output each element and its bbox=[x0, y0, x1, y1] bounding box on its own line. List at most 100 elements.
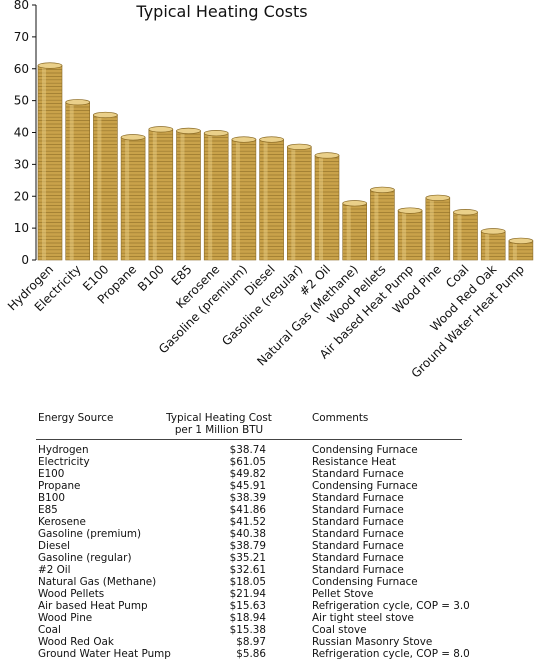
coin-stack bbox=[93, 111, 118, 261]
cell-energy-source: Natural Gas (Methane) bbox=[38, 576, 157, 588]
x-category-label: B100 bbox=[135, 262, 167, 294]
table-row: Air based Heat Pump $15.63 Refrigeration c… bbox=[36, 600, 470, 612]
cell-comment: Standard Furnace bbox=[312, 552, 404, 564]
cell-heating-cost: $35.21 bbox=[229, 552, 266, 564]
y-tick-label: 20 bbox=[14, 189, 29, 203]
coin-stack bbox=[397, 207, 423, 261]
heating-cost-table: Energy Source Typical Heating Cost per 1… bbox=[36, 410, 470, 660]
y-tick-label: 70 bbox=[14, 30, 29, 44]
cell-comment: Standard Furnace bbox=[312, 468, 404, 480]
y-tick-label: 80 bbox=[14, 0, 29, 12]
table-row: Gasoline (regular) $35.21 Standard Furnace bbox=[36, 552, 466, 564]
cell-heating-cost: $49.82 bbox=[229, 468, 266, 480]
coin-stack bbox=[453, 209, 478, 261]
coin-stack bbox=[480, 228, 506, 261]
table-row: Coal $15.38 Coal stove bbox=[36, 624, 466, 636]
coin-stack bbox=[286, 143, 312, 261]
table-row: E85 $41.86 Standard Furnace bbox=[36, 504, 466, 516]
header-typical-cost: Typical Heating Cost per 1 Million BTU bbox=[160, 412, 278, 436]
cell-energy-source: Coal bbox=[38, 624, 61, 636]
cell-heating-cost: $38.79 bbox=[229, 540, 266, 552]
cell-comment: Standard Furnace bbox=[312, 516, 404, 528]
coin-stack bbox=[120, 134, 146, 261]
cell-comment: Condensing Furnace bbox=[312, 480, 418, 492]
cell-heating-cost: $38.39 bbox=[229, 492, 266, 504]
cell-energy-source: Diesel bbox=[38, 540, 70, 552]
cell-heating-cost: $45.91 bbox=[229, 480, 266, 492]
table-row: #2 Oil $32.61 Standard Furnace bbox=[36, 564, 466, 576]
cell-energy-source: E100 bbox=[38, 468, 65, 480]
header-cost-line1: Typical Heating Cost bbox=[166, 412, 272, 424]
cell-energy-source: Wood Pellets bbox=[38, 588, 105, 600]
table-row: B100 $38.39 Standard Furnace bbox=[36, 492, 466, 504]
coin-stack bbox=[203, 129, 229, 261]
header-energy-source: Energy Source bbox=[38, 412, 114, 424]
y-tick-label: 60 bbox=[14, 62, 29, 76]
cell-heating-cost: $41.86 bbox=[229, 504, 266, 516]
cell-comment: Russian Masonry Stove bbox=[312, 636, 433, 648]
cell-comment: Refrigeration cycle, COP = 8.0 bbox=[312, 648, 470, 660]
cell-heating-cost: $8.97 bbox=[236, 636, 266, 648]
table-row: E100 $49.82 Standard Furnace bbox=[36, 468, 466, 480]
table-row: Gasoline (premium) $40.38 Standard Furnace bbox=[36, 528, 466, 540]
cell-energy-source: Wood Pine bbox=[38, 612, 93, 624]
table-row: Wood Pellets $21.94 Pellet Stove bbox=[36, 588, 466, 600]
cell-comment: Standard Furnace bbox=[312, 492, 404, 504]
coin-stack bbox=[259, 136, 284, 261]
cell-heating-cost: $21.94 bbox=[229, 588, 266, 600]
cell-heating-cost: $38.74 bbox=[229, 444, 266, 456]
header-divider bbox=[36, 439, 462, 440]
coin-stack bbox=[37, 62, 63, 261]
cell-heating-cost: $41.52 bbox=[229, 516, 266, 528]
cell-heating-cost: $61.05 bbox=[229, 456, 266, 468]
cell-comment: Standard Furnace bbox=[312, 564, 404, 576]
chart-title: Typical Heating Costs bbox=[135, 2, 307, 21]
cell-heating-cost: $18.94 bbox=[229, 612, 266, 624]
coin-stack bbox=[314, 152, 340, 261]
cell-energy-source: Gasoline (regular) bbox=[38, 552, 132, 564]
cell-energy-source: Propane bbox=[38, 480, 81, 492]
table-row: Diesel $38.79 Standard Furnace bbox=[36, 540, 466, 552]
header-comments: Comments bbox=[312, 412, 369, 424]
cell-comment: Standard Furnace bbox=[312, 504, 404, 516]
coin-stack bbox=[65, 99, 91, 261]
table-row: Wood Red Oak $8.97 Russian Masonry Stove bbox=[36, 636, 466, 648]
y-tick-label: 40 bbox=[14, 126, 29, 140]
cell-comment: Coal stove bbox=[312, 624, 367, 636]
table-header: Energy Source Typical Heating Cost per 1… bbox=[36, 410, 466, 437]
cell-comment: Refrigeration cycle, COP = 3.0 bbox=[312, 600, 470, 612]
coin-stack bbox=[342, 200, 368, 261]
cell-energy-source: Kerosene bbox=[38, 516, 86, 528]
cell-comment: Pellet Stove bbox=[312, 588, 374, 600]
table-row: Electricity $61.05 Resistance Heat bbox=[36, 456, 466, 468]
table-row: Kerosene $41.52 Standard Furnace bbox=[36, 516, 466, 528]
y-tick-label: 0 bbox=[21, 253, 29, 267]
cell-heating-cost: $40.38 bbox=[229, 528, 266, 540]
cell-heating-cost: $32.61 bbox=[229, 564, 266, 576]
cell-energy-source: E85 bbox=[38, 504, 58, 516]
heating-cost-chart: Typical Heating Costs 01020304050607080 … bbox=[5, 0, 534, 381]
cell-energy-source: Electricity bbox=[38, 456, 90, 468]
coin-stack bbox=[508, 237, 534, 261]
table-row: Propane $45.91 Condensing Furnace bbox=[36, 480, 466, 492]
cell-heating-cost: $18.05 bbox=[229, 576, 266, 588]
coin-stack bbox=[231, 136, 257, 261]
cell-comment: Standard Furnace bbox=[312, 540, 404, 552]
cell-heating-cost: $5.86 bbox=[236, 648, 266, 660]
cell-energy-source: B100 bbox=[38, 492, 65, 504]
table-row: Natural Gas (Methane) $18.05 Condensing Fu… bbox=[36, 576, 466, 588]
cell-comment: Condensing Furnace bbox=[312, 444, 418, 456]
cell-energy-source: Air based Heat Pump bbox=[38, 600, 148, 612]
table-body: Hydrogen $38.74 Condensing Furnace Electric… bbox=[36, 444, 470, 660]
table-row: Hydrogen $38.74 Condensing Furnace bbox=[36, 444, 466, 456]
cell-comment: Standard Furnace bbox=[312, 528, 404, 540]
coin-stack bbox=[176, 127, 201, 261]
cell-energy-source: Ground Water Heat Pump bbox=[38, 648, 171, 660]
cell-energy-source: Gasoline (premium) bbox=[38, 528, 142, 540]
coin-stacks bbox=[37, 62, 534, 261]
cell-comment: Resistance Heat bbox=[312, 456, 396, 468]
coin-stack bbox=[425, 194, 451, 261]
cell-comment: Air tight steel stove bbox=[312, 612, 414, 624]
header-cost-line2: per 1 Million BTU bbox=[174, 424, 264, 436]
